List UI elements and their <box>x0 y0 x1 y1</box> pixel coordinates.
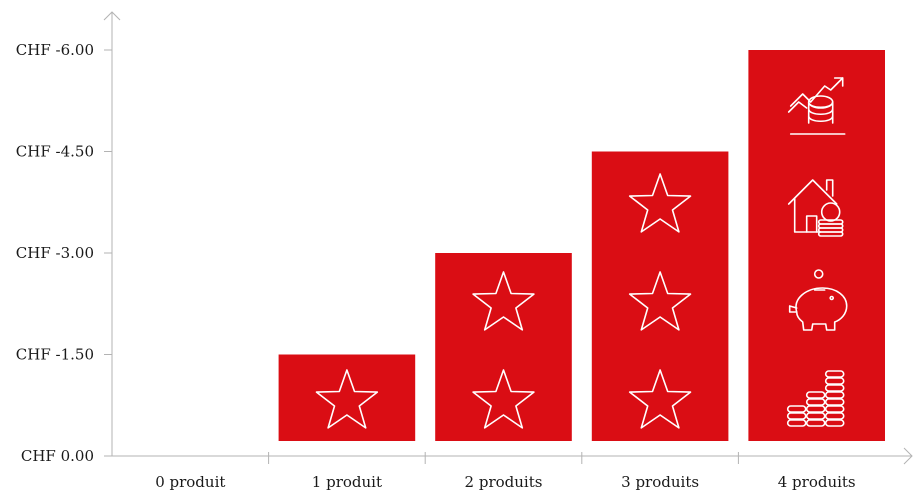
x-ticks: 0 produit 1 produit 2 produits 3 produits 4 … <box>155 452 856 491</box>
piggy-bank-icon <box>788 269 848 331</box>
y-ticks: CHF 0.00 CHF -1.50 CHF -3.00 CHF -4.50 CHF -… <box>16 41 112 465</box>
y-tick-label: CHF -1.50 <box>16 346 94 364</box>
star-icon <box>472 369 535 429</box>
y-tick-label: CHF 0.00 <box>21 447 94 465</box>
x-tick-label: 3 produits <box>621 473 699 491</box>
y-tick-label: CHF -4.50 <box>16 143 94 161</box>
x-axis-arrow <box>903 447 913 465</box>
y-axis-arrow <box>103 11 121 21</box>
star-icon <box>628 369 692 429</box>
x-tick-label: 4 produits <box>778 473 856 491</box>
y-tick-label: CHF -6.00 <box>16 41 94 59</box>
house-coins-icon <box>787 179 844 237</box>
y-axis: CHF 0.00 CHF -1.50 CHF -3.00 CHF -4.50 CHF -… <box>16 11 121 465</box>
bar <box>278 354 416 441</box>
bar <box>748 50 885 441</box>
star-icon <box>472 271 535 331</box>
investment-growth-icon <box>787 77 846 135</box>
coin-stack-icon <box>786 370 845 427</box>
x-axis: 0 produit 1 produit 2 produits 3 produits 4 … <box>112 447 913 491</box>
bar <box>435 253 572 441</box>
bars <box>278 50 885 441</box>
star-icon <box>628 271 692 331</box>
star-icon <box>315 369 379 429</box>
x-tick-label: 0 produit <box>155 473 225 491</box>
y-tick-label: CHF -3.00 <box>16 244 94 262</box>
bar <box>591 151 729 441</box>
star-icon <box>628 173 692 233</box>
x-tick-label: 2 produits <box>465 473 543 491</box>
x-tick-label: 1 produit <box>312 473 382 491</box>
